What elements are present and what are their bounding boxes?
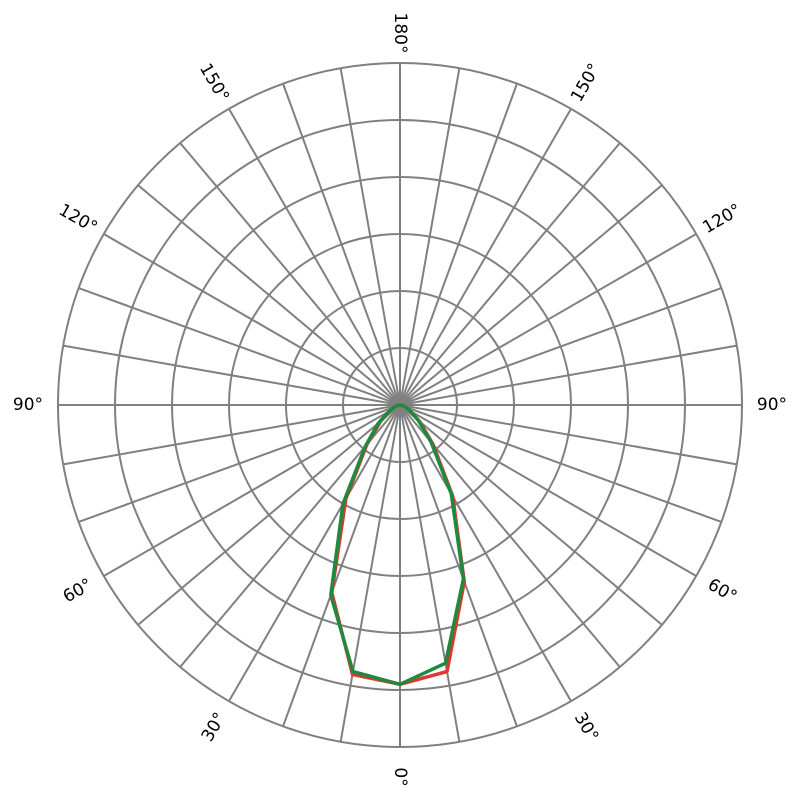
grid-spoke [399,404,572,702]
grid-spoke [399,287,722,406]
angle-label: 60° [60,575,96,607]
angle-label: 120° [55,200,100,238]
grid-spoke [137,184,401,406]
grid-spoke [399,404,737,466]
grid-spoke [63,404,401,466]
grid-spoke [399,404,722,523]
grid-spoke [228,404,401,702]
grid-spoke [399,83,518,406]
angle-label: 150° [195,60,233,105]
grid-spoke [78,404,401,523]
grid-spoke [137,404,401,626]
grid-spoke [399,404,697,577]
angle-label: 60° [704,575,740,607]
grid-spoke [399,404,461,742]
angle-label: 90° [757,395,787,415]
grid-spoke [339,68,401,406]
grid-spoke [282,404,401,727]
grid-spoke [399,184,663,406]
grid-spoke [103,233,401,406]
grid-spoke [399,68,461,406]
angle-label: 30° [570,709,602,745]
grid-spoke [228,108,401,406]
angle-label: 150° [567,60,605,105]
angle-label: 30° [198,709,230,745]
grid-spoke [399,404,518,727]
angle-label: 180° [390,13,410,54]
grid-spoke [103,404,401,577]
grid-spoke [179,142,401,406]
grid-spoke [339,404,401,742]
grid-spoke [63,344,401,406]
angle-label: 0° [390,767,410,786]
grid-spoke [399,108,572,406]
curve [330,403,467,687]
angle-label: 90° [13,395,43,415]
curve [329,403,466,687]
grid-spoke [399,344,737,406]
grid-spoke [399,233,697,406]
grid-spoke [282,83,401,406]
grid-spoke [399,404,621,668]
grid-spoke [78,287,401,406]
grid-spoke [399,142,621,406]
angle-label: 120° [699,200,744,238]
grid-spoke [399,404,663,626]
